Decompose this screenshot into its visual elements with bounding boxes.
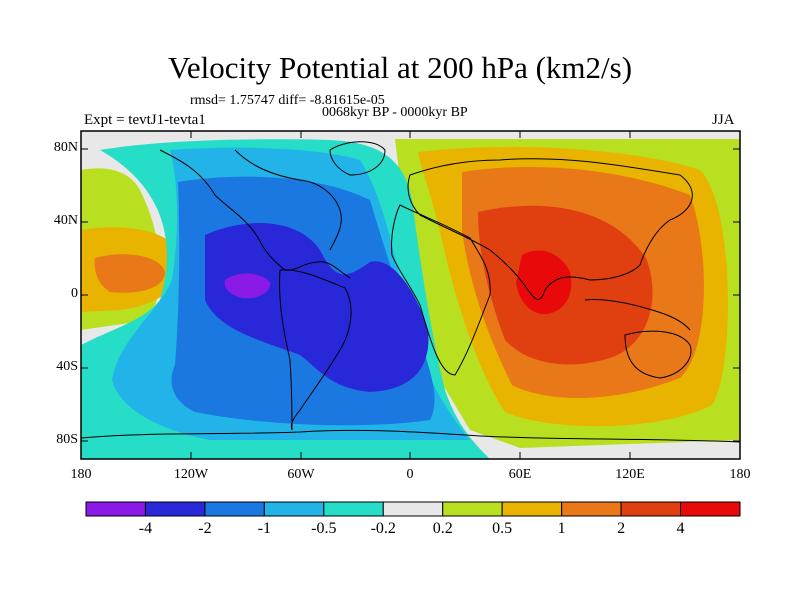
colorbar-swatch bbox=[85, 501, 146, 517]
coast-eurasia bbox=[407, 158, 693, 300]
coast-australia bbox=[624, 330, 692, 379]
lon-label-60w: 60W bbox=[287, 467, 315, 482]
coast-north-america-east bbox=[234, 149, 342, 251]
map-title: Velocity Potential at 200 hPa (km2/s) bbox=[167, 50, 633, 85]
colorbar-label: -0.5 bbox=[311, 520, 337, 537]
colorbar-swatch bbox=[442, 501, 503, 517]
colorbar-label: -0.2 bbox=[370, 520, 396, 537]
lon-label-180e: 180 bbox=[729, 467, 751, 482]
lon-label-120e: 120E bbox=[615, 467, 645, 482]
colorbar-label: -1 bbox=[257, 520, 272, 537]
contour-band-4 bbox=[516, 250, 572, 315]
colorbar-swatch bbox=[382, 501, 444, 517]
colorbar-swatch bbox=[323, 501, 384, 517]
contour-fill bbox=[81, 131, 740, 459]
season-text: JJA bbox=[712, 112, 735, 128]
lat-label-80n: 80N bbox=[53, 140, 78, 155]
colorbar bbox=[85, 501, 741, 517]
colorbar-label: -2 bbox=[198, 520, 212, 537]
lat-label-40s: 40S bbox=[56, 359, 78, 374]
colorbar-swatch bbox=[263, 501, 325, 517]
coast-africa bbox=[391, 204, 491, 376]
colorbar-swatch bbox=[561, 501, 622, 517]
lon-ticks bbox=[190, 131, 631, 459]
lon-label-120w: 120W bbox=[173, 467, 209, 482]
colorbar-swatch bbox=[680, 501, 741, 517]
lon-label-0: 0 bbox=[406, 467, 414, 482]
coast-greenland bbox=[329, 141, 386, 176]
colorbar-swatch bbox=[620, 501, 682, 517]
lon-label-180w: 180 bbox=[70, 467, 92, 482]
contour-band-neg-2 bbox=[205, 223, 429, 392]
contour-band-1-west bbox=[94, 254, 165, 293]
coast-south-america-west bbox=[279, 269, 293, 431]
coast-maritime-continent bbox=[584, 299, 691, 331]
lat-label-40n: 40N bbox=[53, 213, 78, 228]
colorbar-label: 0.5 bbox=[492, 520, 513, 537]
lat-label-0: 0 bbox=[71, 286, 78, 301]
lat-label-80s: 80S bbox=[56, 432, 78, 447]
colorbar-label: 1 bbox=[557, 520, 566, 537]
coast-antarctica bbox=[81, 429, 740, 443]
colorbar-swatch bbox=[501, 501, 563, 517]
coastlines bbox=[81, 141, 740, 443]
colorbar-label: -4 bbox=[138, 520, 153, 537]
contour-band-neg-4 bbox=[224, 273, 271, 299]
colorbar-label: 0.2 bbox=[432, 520, 453, 537]
coast-south-america-east bbox=[279, 269, 352, 431]
stats-text: rmsd= 1.75747 diff= -8.81615e-05 bbox=[190, 93, 385, 108]
colorbar-swatch bbox=[204, 501, 265, 517]
colorbar-label: 2 bbox=[617, 520, 626, 537]
lat-ticks bbox=[81, 148, 740, 442]
colorbar-swatch bbox=[144, 501, 206, 517]
experiment-text: Expt = tevtJ1-tevta1 bbox=[84, 112, 206, 128]
colorbar-label: 4 bbox=[676, 520, 685, 537]
coast-north-america-west bbox=[159, 149, 351, 279]
lon-label-60e: 60E bbox=[508, 467, 532, 482]
period-text: 0068kyr BP - 0000kyr BP bbox=[322, 105, 468, 120]
